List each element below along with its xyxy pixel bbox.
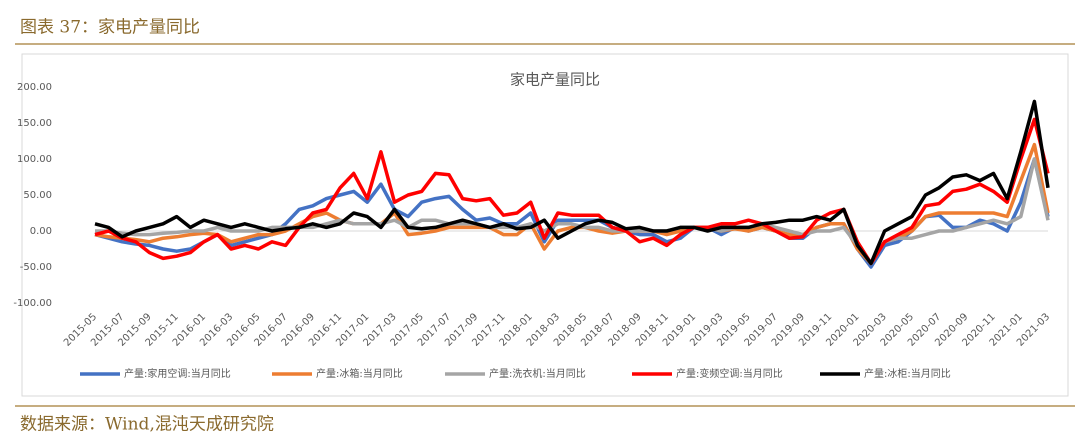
series-line	[94, 157, 1050, 269]
header-title: 图表 37：家电产量同比	[20, 18, 200, 38]
y-tick-label: 0.00	[30, 226, 52, 237]
legend-label: 产量:变频空调:当月同比	[676, 367, 783, 380]
footer-source: 数据来源：Wind,混沌天成研究院	[20, 415, 274, 435]
y-tick-label: -50.00	[20, 262, 52, 273]
chart-frame	[21, 53, 1069, 397]
y-tick-label: 150.00	[17, 118, 52, 129]
chart-title: 家电产量同比	[510, 71, 600, 89]
legend-label: 产量:家用空调:当月同比	[124, 367, 231, 380]
y-tick-label: 100.00	[17, 154, 52, 165]
series-line	[94, 99, 1050, 266]
series-line	[94, 117, 1050, 266]
legend-label: 产量:洗衣机:当月同比	[489, 367, 586, 380]
y-tick-label: -100.00	[13, 298, 52, 309]
legend-label: 产量:冰箱:当月同比	[316, 367, 403, 380]
y-tick-label: 50.00	[23, 190, 52, 201]
legend-label: 产量:冰柜:当月同比	[864, 367, 951, 380]
y-tick-label: 200.00	[17, 82, 52, 93]
